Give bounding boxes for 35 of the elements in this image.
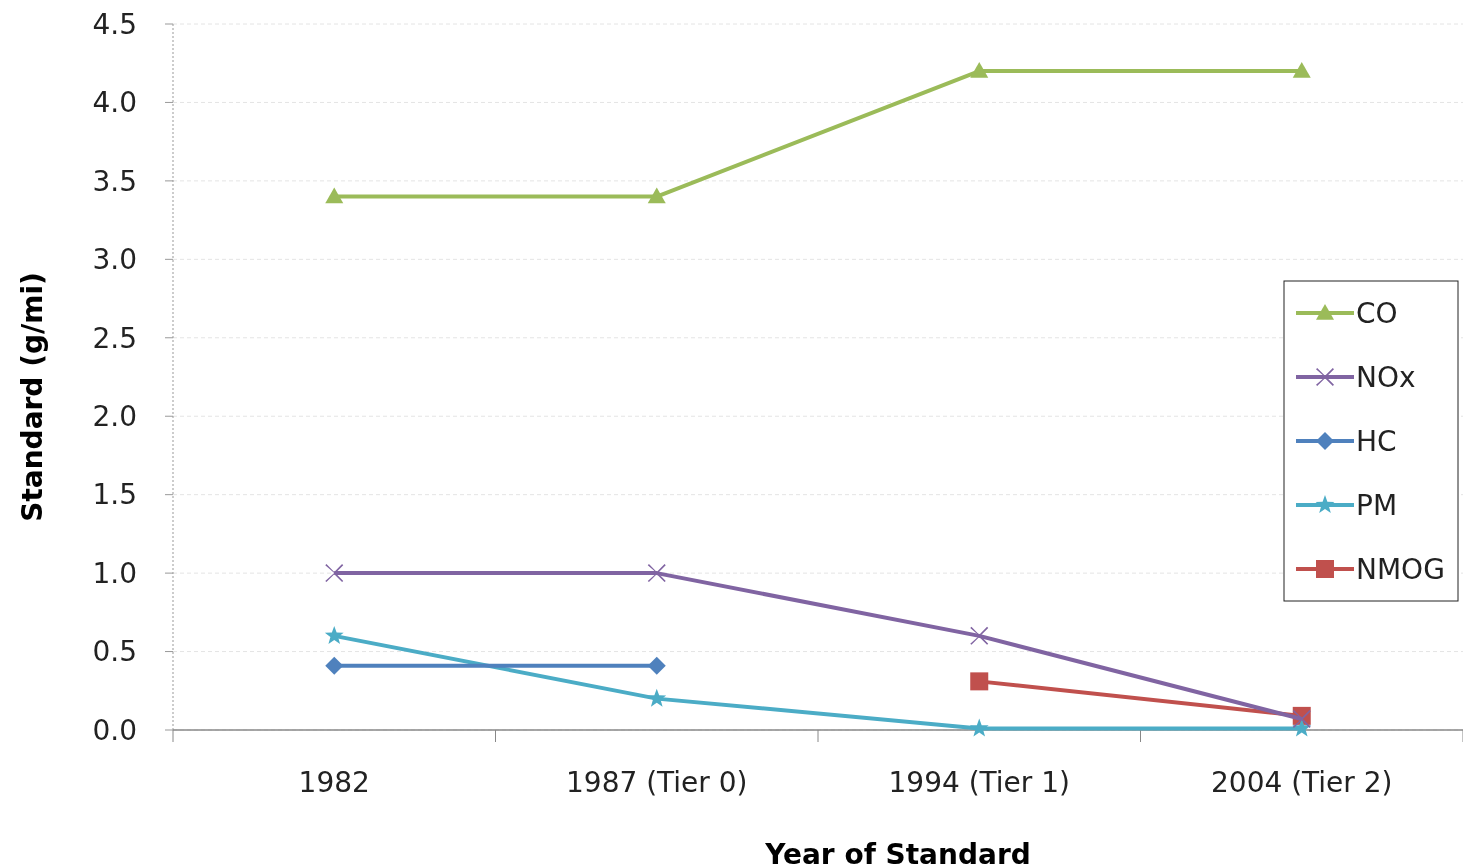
y-tick-label: 4.5 [92,7,137,41]
x-tick-label: 1987 (Tier 0) [566,766,748,799]
y-tick-label: 1.5 [92,478,137,512]
point [969,718,989,737]
point [970,626,989,645]
x-tick-label: 2004 (Tier 2) [1211,766,1393,799]
y-tick-label: 2.0 [92,400,137,434]
point [647,688,667,707]
point [647,187,666,204]
y-tick-label: 1.0 [92,556,137,590]
point [325,187,344,204]
point [324,625,344,644]
point [1292,62,1311,78]
y-tick-label: 4.0 [92,86,137,120]
point [325,564,344,583]
point [325,656,344,675]
legend-label: CO [1356,296,1398,330]
legend-label: NOx [1356,360,1416,394]
y-tick-label: 3.5 [92,164,137,198]
point [970,672,989,691]
legend-label: HC [1356,424,1397,458]
point [647,656,666,675]
x-tick-label: 1982 [298,766,370,799]
point [647,564,666,583]
y-tick-label: 2.5 [92,321,137,355]
y-tick-label: 0.0 [92,713,137,747]
point [1292,718,1312,737]
x-tick-label: 1994 (Tier 1) [888,766,1070,799]
legend-label: PM [1356,488,1398,522]
legend-label: NMOG [1356,552,1445,586]
y-tick-label: 3.0 [92,243,137,277]
point [970,62,989,78]
y-tick-label: 0.5 [92,635,137,669]
x-axis-title: Year of Standard [764,838,1031,866]
y-axis-title: Standard (g/mi) [16,272,49,522]
